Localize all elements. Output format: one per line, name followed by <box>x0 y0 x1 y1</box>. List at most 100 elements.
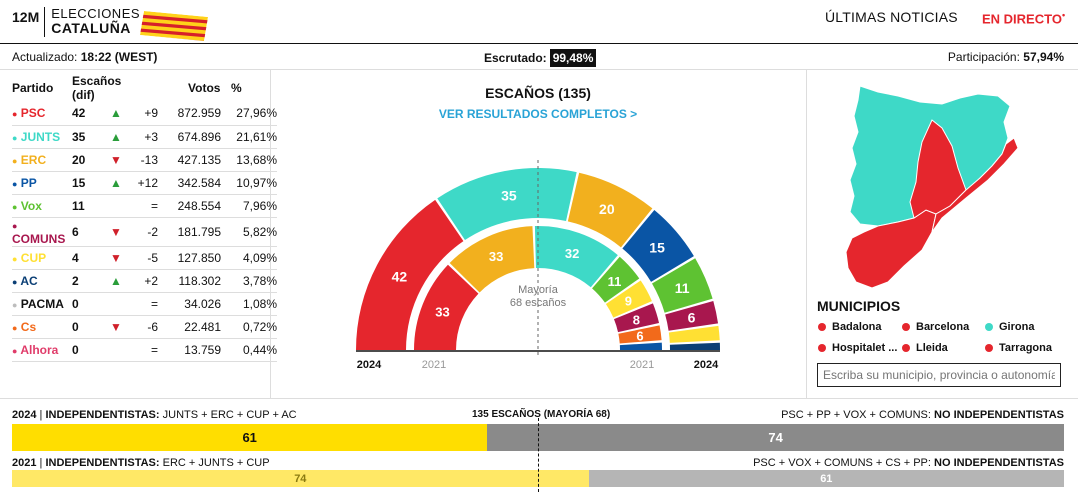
municipality-item[interactable]: Barcelona <box>902 321 969 333</box>
year-label: 2021 <box>630 359 654 371</box>
seats-cell: 0 <box>72 315 110 340</box>
bloc-bar-noindep-2021: 61 <box>588 470 1064 487</box>
seat-arc-comuns-2024[interactable] <box>665 301 719 331</box>
seat-arc-junts-2021[interactable] <box>534 226 618 288</box>
municipality-name: Badalona <box>832 321 882 333</box>
majority-line <box>538 418 539 492</box>
municipality-dot-icon <box>985 344 993 352</box>
table-row[interactable]: ● PSC 42 ▲ +9 872.959 27,96% <box>12 102 277 126</box>
seat-arc-vox-2024[interactable] <box>652 258 713 313</box>
municipality-item[interactable]: Girona <box>985 321 1034 333</box>
seat-arc-cup-2024[interactable] <box>668 325 720 343</box>
updated-value: 18:22 (WEST) <box>80 50 158 64</box>
municipalities-title: MUNICIPIOS <box>817 298 901 314</box>
party-dot-icon: ● <box>12 109 18 120</box>
table-row[interactable]: ● PP 15 ▲ +12 342.584 10,97% <box>12 171 277 195</box>
pct-cell: 27,96% <box>221 102 277 126</box>
seat-arc-pp-2021[interactable] <box>619 342 662 350</box>
table-row[interactable]: ● ERC 20 ▼ -13 427.135 13,68% <box>12 148 277 172</box>
seat-count-label: 6 <box>688 309 696 325</box>
logo-12m: 12M <box>12 9 40 25</box>
party-name: CUP <box>20 251 47 266</box>
arrow-up-icon: ▲ <box>110 269 132 294</box>
seat-arc-comuns-2021[interactable] <box>613 303 660 333</box>
seat-arc-cup-2021[interactable] <box>605 280 652 318</box>
table-row[interactable]: ● Alhora 0 = 13.759 0,44% <box>12 338 277 363</box>
table-row[interactable]: ● COMUNS 6 ▼ -2 181.795 5,82% <box>12 217 277 247</box>
seats-cell: 11 <box>72 194 110 218</box>
bloc-bar-2021: 74 61 <box>12 470 1064 487</box>
party-name: PACMA <box>20 297 64 312</box>
latest-news-link[interactable]: ÚLTIMAS NOTICIAS <box>825 9 958 25</box>
party-name: PSC <box>20 106 46 121</box>
table-row[interactable]: ● PACMA 0 = 34.026 1,08% <box>12 292 277 317</box>
party-name: JUNTS <box>20 129 61 144</box>
seat-count-label: 11 <box>675 280 690 296</box>
scrutinized-info: Escrutado: 99,48% <box>484 49 597 67</box>
live-dot-icon: • <box>1061 10 1066 20</box>
municipality-dot-icon <box>902 344 910 352</box>
table-row[interactable]: ● CUP 4 ▼ -5 127.850 4,09% <box>12 246 277 271</box>
seat-arc-pp-2024[interactable] <box>622 210 694 282</box>
no-change-icon <box>110 292 132 317</box>
majority-seats-label: 68 escaños <box>510 297 567 309</box>
seat-diff-cell: = <box>132 292 166 317</box>
seat-diff-cell: -2 <box>132 217 166 247</box>
seat-count-label: 11 <box>608 274 622 289</box>
table-row[interactable]: ● JUNTS 35 ▲ +3 674.896 21,61% <box>12 125 277 149</box>
seat-arc-vox-2021[interactable] <box>592 256 640 303</box>
bloc-label: NO INDEPENDENTISTAS <box>934 409 1064 421</box>
seat-arc-junts-2024[interactable] <box>437 168 577 241</box>
logo-line1: ELECCIONES <box>51 6 141 21</box>
bloc-bar-indep-2021: 74 <box>12 470 589 487</box>
seat-arc-psc-2021[interactable] <box>414 264 479 350</box>
logo-divider <box>44 7 46 37</box>
senyera-flag-icon <box>140 11 208 41</box>
pct-cell: 13,68% <box>221 148 277 172</box>
party-cell: ● Alhora <box>12 338 72 363</box>
seat-arc-erc-2024[interactable] <box>567 172 653 248</box>
municipality-name: Hospitalet ... <box>832 342 898 354</box>
municipality-search-input[interactable] <box>817 363 1061 387</box>
seat-count-label: 42 <box>392 268 408 284</box>
seat-arc-cs-2021[interactable] <box>618 325 662 344</box>
seat-diff-cell: +3 <box>132 125 166 149</box>
municipality-dot-icon <box>818 344 826 352</box>
seat-diff-cell: = <box>132 338 166 363</box>
table-row[interactable]: ● AC 2 ▲ +2 118.302 3,78% <box>12 269 277 294</box>
party-dot-icon: ● <box>12 254 18 265</box>
bloc-2024-left-label: 2024 | INDEPENDENTISTAS: JUNTS + ERC + C… <box>12 409 297 421</box>
municipality-item[interactable]: Lleida <box>902 342 948 354</box>
live-link[interactable]: EN DIRECTO• <box>982 10 1065 26</box>
logo[interactable]: 12M ELECCIONES CATALUÑA <box>12 7 140 37</box>
seat-diff-cell: -6 <box>132 315 166 340</box>
header-votes: Votos <box>188 81 221 95</box>
catalonia-map[interactable] <box>838 82 1038 292</box>
votes-cell: 427.135 <box>166 148 221 172</box>
seat-arc-psc-2024[interactable] <box>356 199 464 350</box>
bloc-parties: PSC + VOX + COMUNS + CS + PP: <box>753 457 931 469</box>
votes-cell: 127.850 <box>166 246 221 271</box>
full-results-link[interactable]: VER RESULTADOS COMPLETOS > <box>438 107 638 121</box>
table-row[interactable]: ● Cs 0 ▼ -6 22.481 0,72% <box>12 315 277 340</box>
divider <box>0 69 1078 70</box>
seat-diff-cell: -13 <box>132 148 166 172</box>
municipality-item[interactable]: Tarragona <box>985 342 1052 354</box>
votes-cell: 181.795 <box>166 217 221 247</box>
seat-count-label: 32 <box>565 246 579 261</box>
seat-count-label: 33 <box>435 304 449 319</box>
seat-arc-ac-2024[interactable] <box>669 342 720 350</box>
scrutinized-label: Escrutado: <box>484 51 547 65</box>
majority-label: 135 ESCAÑOS (MAYORÍA 68) <box>472 409 611 420</box>
bloc-label: INDEPENDENTISTAS: <box>45 457 160 469</box>
bloc-parties: JUNTS + ERC + CUP + AC <box>162 409 297 421</box>
seat-count-label: 8 <box>633 312 640 327</box>
municipality-item[interactable]: Hospitalet ... <box>818 342 897 354</box>
seat-arc-erc-2021[interactable] <box>449 226 535 293</box>
arrow-down-icon: ▼ <box>110 246 132 271</box>
table-row[interactable]: ● Vox 11 = 248.554 7,96% <box>12 194 277 218</box>
logo-line2: CATALUÑA <box>51 20 131 36</box>
municipality-item[interactable]: Badalona <box>818 321 882 333</box>
bloc-label: NO INDEPENDENTISTAS <box>934 457 1064 469</box>
